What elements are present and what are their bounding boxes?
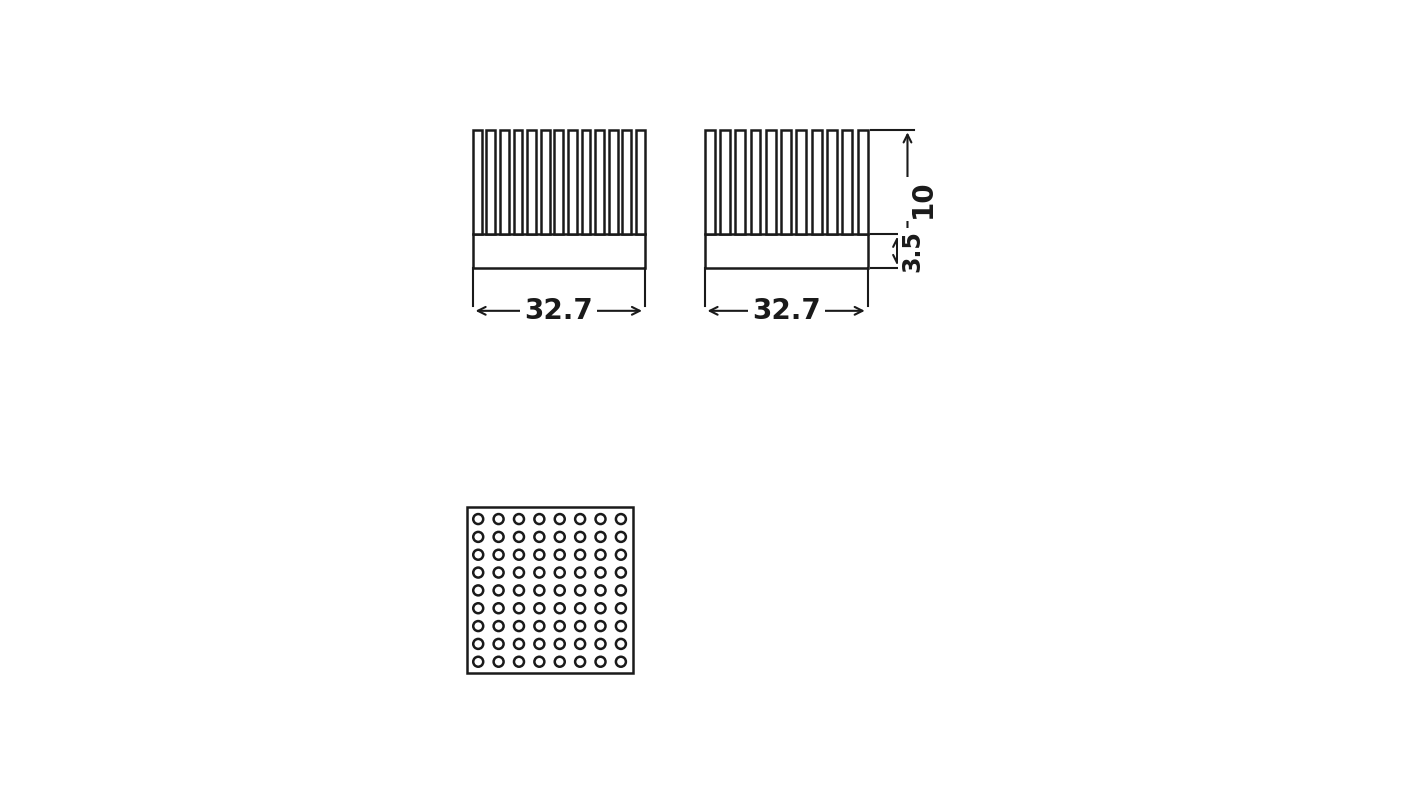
Bar bbox=[541, 129, 550, 234]
Bar bbox=[595, 129, 604, 234]
Bar bbox=[812, 129, 822, 234]
Bar bbox=[797, 129, 807, 234]
Bar bbox=[527, 129, 535, 234]
Bar bbox=[842, 129, 852, 234]
Bar bbox=[514, 129, 523, 234]
Bar bbox=[751, 129, 761, 234]
Bar bbox=[609, 129, 618, 234]
Text: 3.5: 3.5 bbox=[900, 230, 924, 272]
Bar bbox=[473, 129, 481, 234]
Bar bbox=[636, 129, 645, 234]
Bar bbox=[554, 129, 564, 234]
Bar bbox=[736, 129, 746, 234]
Bar bbox=[622, 129, 632, 234]
Bar bbox=[473, 234, 645, 268]
Bar bbox=[704, 234, 868, 268]
Bar bbox=[467, 508, 632, 674]
Text: 10: 10 bbox=[909, 180, 937, 218]
Bar bbox=[500, 129, 508, 234]
Bar bbox=[487, 129, 496, 234]
Bar bbox=[720, 129, 730, 234]
Text: 32.7: 32.7 bbox=[751, 297, 821, 325]
Bar bbox=[826, 129, 836, 234]
Text: 32.7: 32.7 bbox=[524, 297, 594, 325]
Bar bbox=[704, 129, 714, 234]
Bar bbox=[568, 129, 577, 234]
Bar bbox=[781, 129, 791, 234]
Bar bbox=[582, 129, 591, 234]
Bar bbox=[765, 129, 775, 234]
Bar bbox=[858, 129, 868, 234]
